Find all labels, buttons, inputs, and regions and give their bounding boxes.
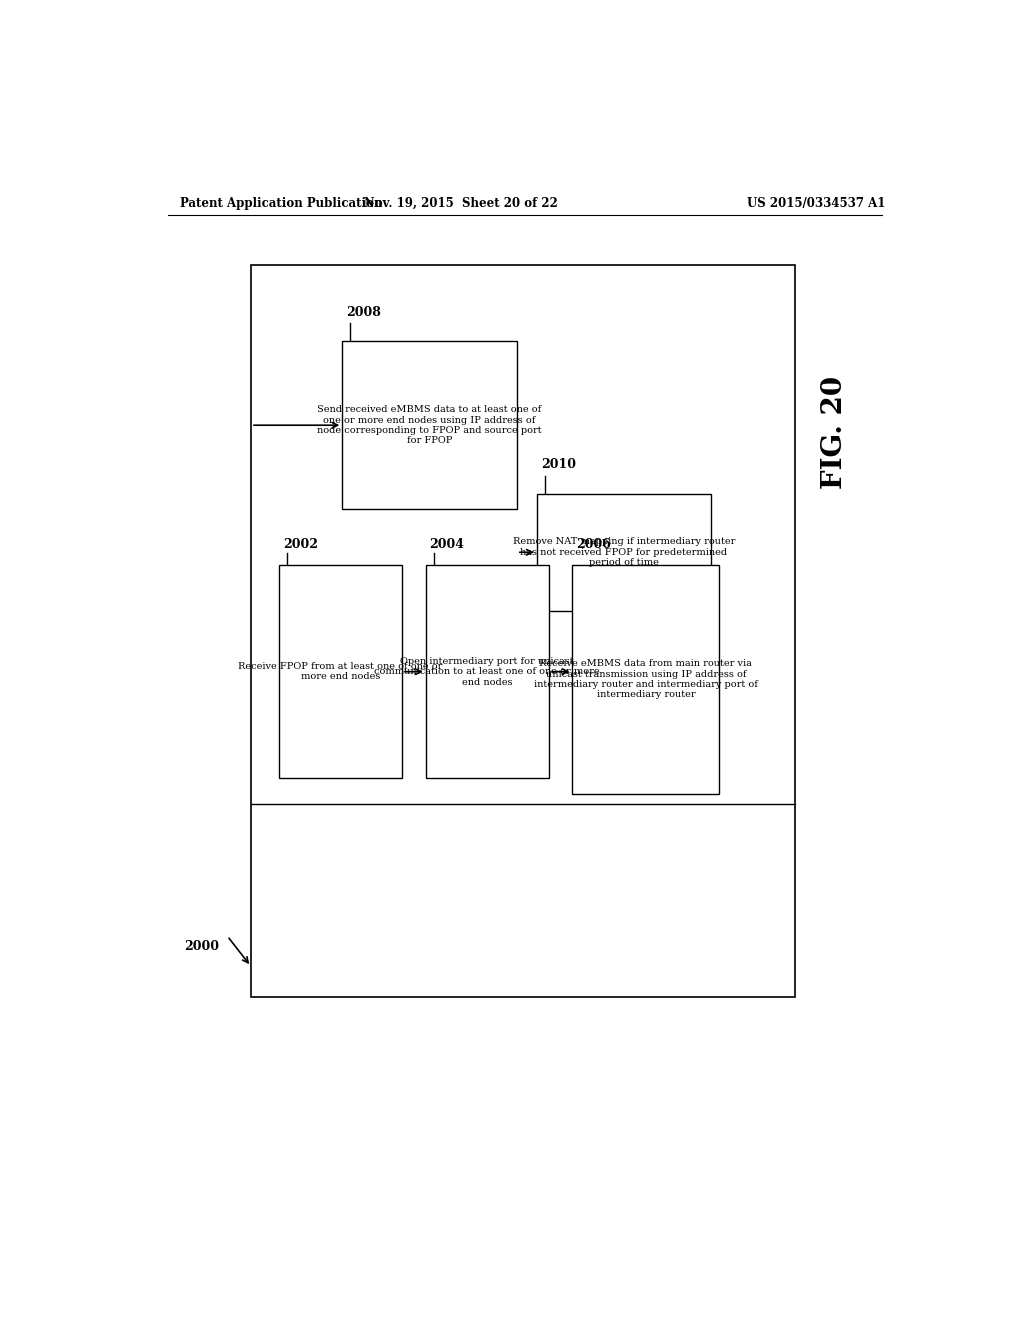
Text: 2002: 2002: [283, 537, 317, 550]
Text: Receive eMBMS data from main router via
unicast transmission using IP address of: Receive eMBMS data from main router via …: [534, 659, 758, 700]
Text: FIG. 20: FIG. 20: [821, 376, 848, 490]
Bar: [426, 565, 549, 779]
Text: 2000: 2000: [184, 940, 219, 953]
Text: 2006: 2006: [577, 537, 611, 550]
Text: Patent Application Publication: Patent Application Publication: [179, 197, 382, 210]
Bar: [537, 494, 712, 611]
Bar: [251, 265, 795, 997]
Text: Send received eMBMS data to at least one of
one or more end nodes using IP addre: Send received eMBMS data to at least one…: [317, 405, 542, 445]
Text: Open intermediary port for unicast
communication to at least one of one or more
: Open intermediary port for unicast commu…: [375, 657, 600, 686]
Bar: [342, 342, 517, 510]
Text: 2008: 2008: [346, 306, 381, 319]
Text: 2010: 2010: [541, 458, 575, 471]
Text: Receive FPOP from at least one of one or
more end nodes: Receive FPOP from at least one of one or…: [239, 663, 442, 681]
Text: US 2015/0334537 A1: US 2015/0334537 A1: [748, 197, 886, 210]
Bar: [279, 565, 401, 779]
Text: Nov. 19, 2015  Sheet 20 of 22: Nov. 19, 2015 Sheet 20 of 22: [365, 197, 558, 210]
Text: 2004: 2004: [430, 537, 465, 550]
Text: Remove NAT mapping if intermediary router
has not received FPOP for predetermine: Remove NAT mapping if intermediary route…: [513, 537, 735, 568]
Bar: [572, 565, 719, 793]
